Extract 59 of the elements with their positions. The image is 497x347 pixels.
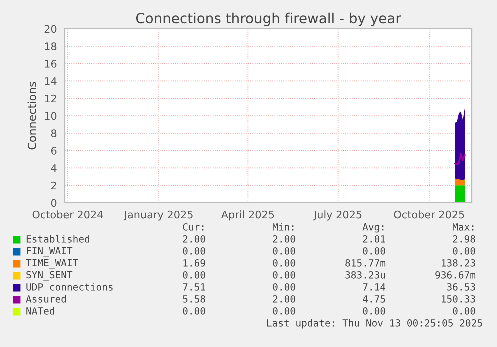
legend-label: TIME_WAIT <box>26 259 78 269</box>
text: Cur: <box>183 223 204 231</box>
y-tick-label: 2 <box>51 182 56 190</box>
text: Min: <box>272 223 294 231</box>
text: 0.00 <box>183 247 206 255</box>
text: 5.58 <box>183 295 206 303</box>
y-tick-label: 10 <box>45 112 57 120</box>
text: 0.00 <box>273 307 296 315</box>
y-axis-title: Connections <box>28 82 36 150</box>
text: 7.51 <box>183 284 206 291</box>
x-tick-label: October 2024 <box>32 210 104 219</box>
y-tick-label: 6 <box>51 147 57 155</box>
legend-label: SYN_SENT <box>26 271 73 281</box>
text: 936.67m <box>436 271 476 279</box>
text: 150.33 <box>442 295 476 303</box>
text: 2.00 <box>273 235 296 243</box>
legend-label: UDP connections <box>26 283 113 291</box>
text: 0.00 <box>273 247 296 255</box>
text: 1.69 <box>184 259 206 267</box>
text: 0.00 <box>363 307 386 315</box>
text: 815.77m <box>346 259 386 267</box>
y-tick-label: 16 <box>45 60 57 68</box>
y-tick-label: 20 <box>44 25 57 34</box>
text: 2.98 <box>453 235 476 243</box>
y-tick-label: 0 <box>51 199 57 208</box>
legend-label: NATed <box>26 307 54 315</box>
text: 0.00 <box>273 271 296 279</box>
x-tick-label: April 2025 <box>221 210 274 221</box>
y-tick-label: 18 <box>45 42 57 51</box>
line-series <box>454 153 466 166</box>
text: 2.00 <box>273 295 296 303</box>
legend-label: Established <box>26 235 90 243</box>
text: 0.00 <box>273 259 296 267</box>
text: 2.00 <box>183 235 206 243</box>
text: Last update: Thu Nov 13 00:25:05 2025 <box>267 319 482 329</box>
x-tick-label: October 2025 <box>394 210 464 219</box>
text: 0.00 <box>453 247 476 255</box>
text: 4.75 <box>363 296 386 303</box>
legend-label: Assured <box>26 295 66 303</box>
y-tick-label: 8 <box>51 130 57 138</box>
chart-title: Connections through firewall - by year <box>136 12 402 26</box>
text: 7.14 <box>363 284 386 291</box>
text: 0.00 <box>183 271 206 279</box>
legend-label: FIN_WAIT <box>27 247 73 257</box>
text: 0.00 <box>183 307 206 315</box>
text: 0.00 <box>363 247 386 255</box>
text: 0.00 <box>453 307 476 315</box>
y-tick-label: 14 <box>45 78 57 86</box>
text: 0.00 <box>273 283 296 291</box>
text: 383.23u <box>346 271 386 279</box>
text: Max: <box>452 224 474 231</box>
x-tick-label: July 2025 <box>314 210 362 221</box>
text: 2.01 <box>363 235 386 243</box>
y-tick-label: 12 <box>45 94 56 103</box>
x-tick-label: January 2025 <box>124 210 193 221</box>
text: 138.23 <box>442 259 476 267</box>
text: Avg: <box>362 224 384 233</box>
text: 36.53 <box>447 283 476 291</box>
y-tick-label: 4 <box>51 164 57 172</box>
